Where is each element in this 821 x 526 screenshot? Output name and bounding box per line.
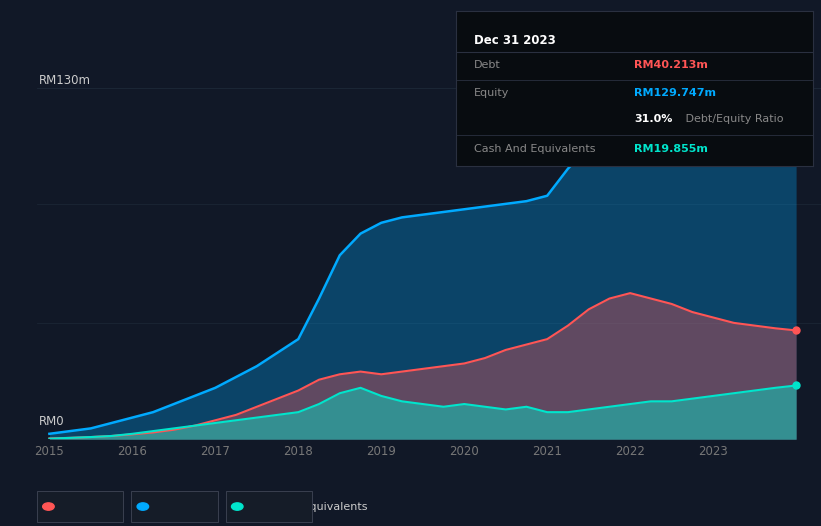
- Text: Debt: Debt: [474, 60, 500, 70]
- Text: Dec 31 2023: Dec 31 2023: [474, 34, 555, 47]
- Text: Equity: Equity: [474, 88, 509, 98]
- Text: Debt: Debt: [57, 501, 85, 512]
- Text: RM129.747m: RM129.747m: [635, 88, 716, 98]
- Text: Cash And Equivalents: Cash And Equivalents: [246, 501, 368, 512]
- Text: 31.0%: 31.0%: [635, 115, 672, 125]
- Text: Equity: Equity: [152, 501, 187, 512]
- Text: RM0: RM0: [39, 415, 64, 428]
- Text: Debt/Equity Ratio: Debt/Equity Ratio: [682, 115, 784, 125]
- Text: RM19.855m: RM19.855m: [635, 144, 708, 154]
- Text: RM40.213m: RM40.213m: [635, 60, 708, 70]
- Text: RM130m: RM130m: [39, 74, 90, 87]
- Text: Cash And Equivalents: Cash And Equivalents: [474, 144, 595, 154]
